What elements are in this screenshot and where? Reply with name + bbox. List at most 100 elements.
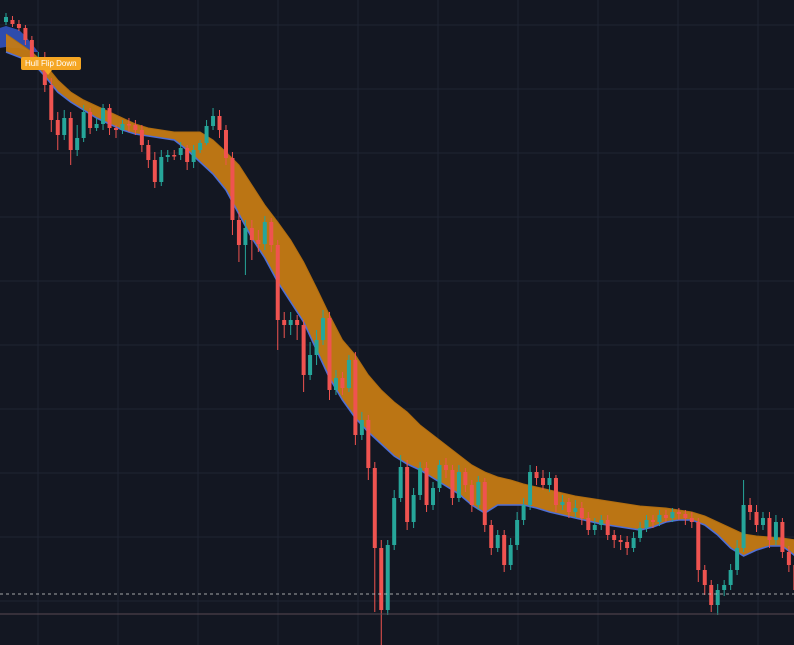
candle-down bbox=[353, 360, 358, 435]
candle-down bbox=[683, 514, 688, 518]
candle-up bbox=[560, 502, 565, 505]
candle-up bbox=[547, 478, 552, 485]
candle-down bbox=[612, 535, 617, 540]
candle-down bbox=[450, 470, 455, 498]
candle-down bbox=[107, 108, 112, 128]
candle-up bbox=[760, 518, 765, 525]
candle-up bbox=[728, 570, 733, 585]
candle-up bbox=[508, 545, 513, 565]
candle-up bbox=[528, 472, 533, 505]
candle-up bbox=[346, 360, 351, 388]
candle-up bbox=[418, 468, 423, 495]
candle-up bbox=[385, 545, 390, 610]
candle-down bbox=[23, 28, 28, 40]
candle-down bbox=[327, 318, 332, 390]
hull-flip-down-arrow-icon bbox=[44, 70, 52, 75]
candle-up bbox=[515, 520, 520, 545]
candle-down bbox=[282, 320, 287, 325]
candle-up bbox=[198, 143, 203, 150]
candle-up bbox=[94, 124, 99, 128]
candle-up bbox=[392, 498, 397, 545]
candle-down bbox=[49, 85, 54, 120]
candle-up bbox=[657, 515, 662, 522]
candle-down bbox=[469, 485, 474, 505]
candle-down bbox=[786, 552, 791, 565]
candle-down bbox=[754, 512, 759, 525]
candle-up bbox=[4, 17, 8, 22]
candle-down bbox=[139, 130, 144, 145]
candle-down bbox=[68, 118, 73, 150]
candle-down bbox=[579, 508, 584, 518]
candle-down bbox=[269, 222, 274, 245]
candle-down bbox=[502, 535, 507, 565]
candle-down bbox=[605, 520, 610, 535]
candle-down bbox=[663, 515, 668, 518]
candle-up bbox=[631, 538, 636, 548]
candle-up bbox=[521, 505, 526, 520]
candle-down bbox=[618, 540, 623, 542]
candle-down bbox=[463, 472, 468, 485]
candle-down bbox=[424, 468, 429, 505]
candle-up bbox=[308, 355, 313, 375]
hull-flip-down-label: Hull Flip Down bbox=[21, 57, 81, 70]
candle-up bbox=[191, 150, 196, 162]
candle-up bbox=[81, 112, 86, 138]
candlesticks bbox=[4, 13, 794, 645]
candle-down bbox=[146, 145, 151, 160]
candle-down bbox=[133, 125, 138, 130]
candle-down bbox=[379, 548, 384, 610]
candle-down bbox=[126, 124, 131, 126]
candle-down bbox=[275, 245, 280, 320]
candle-up bbox=[735, 548, 740, 570]
candle-up bbox=[288, 320, 293, 325]
candle-down bbox=[230, 158, 235, 220]
candle-down bbox=[405, 467, 410, 522]
candle-up bbox=[431, 488, 436, 505]
candle-up bbox=[159, 157, 164, 182]
candle-up bbox=[165, 155, 170, 157]
candle-down bbox=[152, 160, 157, 182]
price-levels bbox=[0, 593, 794, 615]
candle-down bbox=[702, 570, 707, 585]
candle-up bbox=[178, 148, 183, 155]
candle-down bbox=[780, 522, 785, 552]
candle-down bbox=[625, 542, 630, 548]
candle-down bbox=[249, 228, 254, 240]
candle-down bbox=[372, 468, 377, 548]
candle-up bbox=[204, 126, 209, 143]
candle-up bbox=[211, 116, 216, 126]
candle-up bbox=[599, 520, 604, 525]
candle-down bbox=[217, 116, 222, 130]
candle-down bbox=[295, 320, 300, 325]
candle-down bbox=[541, 478, 546, 485]
candle-up bbox=[243, 228, 248, 245]
candle-up bbox=[670, 512, 675, 518]
candle-up bbox=[262, 222, 267, 244]
candle-down bbox=[482, 482, 487, 525]
candle-up bbox=[333, 378, 338, 390]
hull-fast-line bbox=[5, 33, 794, 541]
candle-up bbox=[476, 482, 481, 505]
candle-down bbox=[689, 518, 694, 522]
candle-up bbox=[437, 465, 442, 488]
candle-up bbox=[456, 472, 461, 498]
candle-up bbox=[741, 505, 746, 548]
candle-down bbox=[113, 128, 118, 130]
candle-up bbox=[120, 124, 125, 130]
candle-up bbox=[359, 420, 364, 435]
candle-down bbox=[366, 420, 371, 468]
candle-down bbox=[534, 472, 539, 478]
candle-down bbox=[443, 465, 448, 470]
candle-up bbox=[722, 585, 727, 590]
candle-up bbox=[62, 118, 67, 135]
candle-up bbox=[411, 495, 416, 522]
candle-down bbox=[767, 518, 772, 540]
candle-down bbox=[566, 502, 571, 512]
candle-down bbox=[676, 512, 681, 514]
candle-up bbox=[75, 138, 80, 150]
candle-down bbox=[55, 120, 60, 135]
candle-down bbox=[16, 24, 21, 28]
candle-up bbox=[715, 590, 720, 605]
